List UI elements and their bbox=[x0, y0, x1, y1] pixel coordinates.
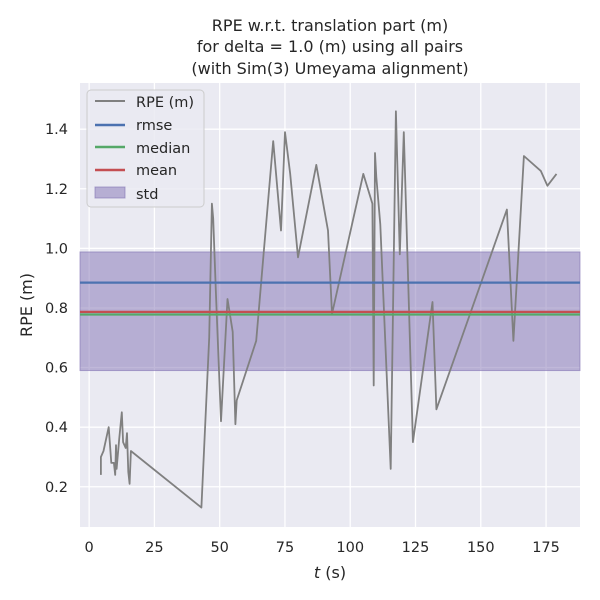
x-axis-label-variable: t bbox=[314, 563, 321, 582]
chart-title-line-1: RPE w.r.t. translation part (m) bbox=[212, 16, 448, 35]
x-tick-label: 50 bbox=[210, 540, 228, 556]
y-tick-labels: 0.2 0.4 0.6 0.8 1.0 1.2 1.4 bbox=[45, 122, 68, 496]
x-tick-label: 0 bbox=[85, 540, 94, 556]
rpe-series-line bbox=[100, 110, 558, 509]
y-axis-label: RPE (m) bbox=[17, 273, 36, 337]
x-tick-label: 75 bbox=[276, 540, 294, 556]
y-tick-label: 0.8 bbox=[45, 301, 68, 317]
y-tick-label: 1.2 bbox=[45, 182, 68, 198]
x-tick-label: 25 bbox=[145, 540, 163, 556]
x-tick-labels: 0 25 50 75 100 125 150 175 bbox=[85, 540, 560, 556]
x-tick-label: 150 bbox=[467, 540, 495, 556]
x-axis-label: t (s) bbox=[314, 563, 346, 582]
chart-title-line-3: (with Sim(3) Umeyama alignment) bbox=[191, 59, 468, 78]
y-tick-label: 1.0 bbox=[45, 241, 68, 257]
y-tick-label: 0.4 bbox=[45, 420, 68, 436]
legend-label-rmse: rmse bbox=[136, 118, 172, 134]
y-tick-label: 0.6 bbox=[45, 361, 68, 377]
x-tick-label: 100 bbox=[336, 540, 364, 556]
legend-label-rpe: RPE (m) bbox=[136, 95, 194, 111]
y-tick-label: 0.2 bbox=[45, 480, 68, 496]
x-tick-label: 175 bbox=[532, 540, 560, 556]
y-tick-label: 1.4 bbox=[45, 122, 68, 138]
legend-box bbox=[86, 89, 205, 208]
x-axis-label-unit: (s) bbox=[320, 563, 346, 582]
x-tick-label: 125 bbox=[402, 540, 430, 556]
legend: RPE (m) rmse median mean std bbox=[86, 89, 205, 208]
legend-label-median: median bbox=[136, 141, 190, 157]
legend-label-std: std bbox=[136, 187, 158, 203]
legend-label-mean: mean bbox=[136, 163, 177, 179]
chart-title-line-2: for delta = 1.0 (m) using all pairs bbox=[197, 37, 463, 56]
legend-swatch-std bbox=[94, 186, 126, 199]
